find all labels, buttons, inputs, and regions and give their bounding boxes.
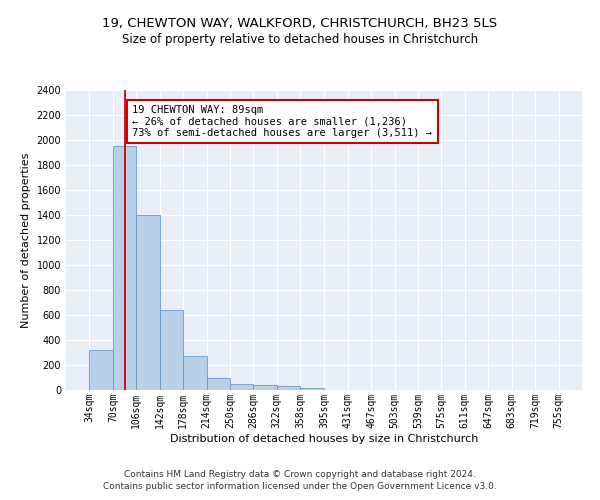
Text: Contains public sector information licensed under the Open Government Licence v3: Contains public sector information licen… bbox=[103, 482, 497, 491]
Bar bbox=[230, 384, 253, 390]
Bar bbox=[253, 385, 277, 390]
Bar bbox=[89, 350, 113, 390]
Bar bbox=[206, 378, 230, 390]
X-axis label: Distribution of detached houses by size in Christchurch: Distribution of detached houses by size … bbox=[170, 434, 478, 444]
Text: 19 CHEWTON WAY: 89sqm
← 26% of detached houses are smaller (1,236)
73% of semi-d: 19 CHEWTON WAY: 89sqm ← 26% of detached … bbox=[133, 105, 433, 138]
Bar bbox=[277, 386, 300, 390]
Bar bbox=[113, 146, 136, 390]
Bar bbox=[136, 215, 160, 390]
Y-axis label: Number of detached properties: Number of detached properties bbox=[21, 152, 31, 328]
Bar bbox=[300, 388, 325, 390]
Text: Size of property relative to detached houses in Christchurch: Size of property relative to detached ho… bbox=[122, 32, 478, 46]
Text: Contains HM Land Registry data © Crown copyright and database right 2024.: Contains HM Land Registry data © Crown c… bbox=[124, 470, 476, 479]
Bar bbox=[183, 356, 206, 390]
Bar bbox=[160, 310, 183, 390]
Text: 19, CHEWTON WAY, WALKFORD, CHRISTCHURCH, BH23 5LS: 19, CHEWTON WAY, WALKFORD, CHRISTCHURCH,… bbox=[103, 18, 497, 30]
